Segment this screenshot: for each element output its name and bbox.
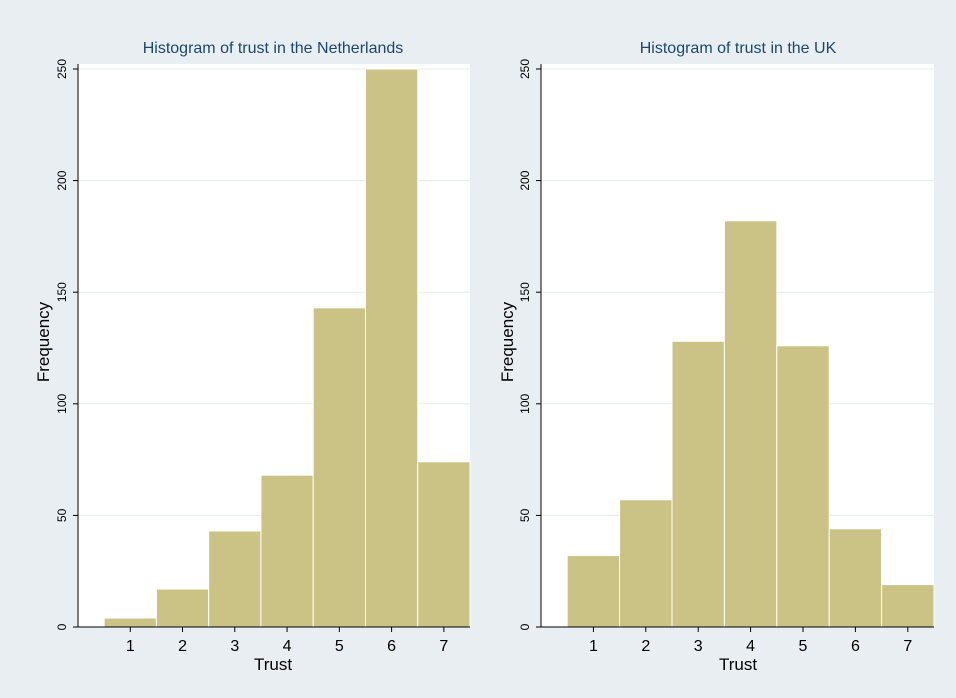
bar-5 (312, 307, 366, 628)
y-tick-label: 0 (518, 623, 532, 630)
y-tick-label: 100 (518, 393, 532, 413)
x-tick-label: 2 (641, 638, 650, 655)
bar-3 (208, 530, 262, 628)
x-axis-label: Trust (254, 655, 292, 674)
y-tick-label: 0 (55, 623, 69, 630)
histogram-netherlands: 0 50 100 150 200 250 1 2 3 4 5 6 7 Histogram of tru… (34, 40, 471, 674)
bar-7 (417, 461, 471, 628)
bar-6 (828, 528, 883, 628)
y-tick-label: 200 (55, 170, 69, 190)
y-tick-label: 200 (518, 170, 532, 190)
bar-2 (619, 499, 673, 628)
y-axis-label: Frequency (34, 301, 53, 382)
y-tick-label: 150 (55, 282, 69, 302)
bar-3 (671, 340, 725, 628)
y-tick-label: 150 (518, 282, 532, 302)
bar-4 (260, 474, 314, 628)
y-tick-label: 250 (518, 59, 532, 79)
y-tick-label: 100 (55, 393, 69, 413)
x-tick-label: 7 (903, 638, 912, 655)
bar-5 (776, 345, 830, 628)
chart-title: Histogram of trust in the Netherlands (143, 40, 404, 57)
bar-7 (881, 584, 935, 628)
x-tick-label: 1 (589, 638, 598, 655)
chart-title: Histogram of trust in the UK (640, 40, 837, 57)
x-tick-label: 3 (694, 638, 703, 655)
x-tick-label: 7 (439, 638, 448, 655)
x-ticks: 1 2 3 4 5 6 7 (126, 627, 448, 655)
bars (566, 220, 935, 628)
x-tick-label: 6 (851, 638, 860, 655)
x-tick-label: 2 (178, 638, 187, 655)
bar-1 (566, 555, 621, 628)
y-axis-label: Frequency (498, 301, 517, 382)
y-ticks: 0 50 100 150 200 250 (518, 59, 541, 630)
x-tick-label: 6 (387, 638, 396, 655)
y-ticks: 0 50 100 150 200 250 (55, 59, 78, 630)
bar-1 (103, 617, 157, 628)
x-tick-label: 3 (230, 638, 239, 655)
y-tick-label: 250 (55, 59, 69, 79)
x-axis-label: Trust (719, 655, 757, 674)
y-tick-label: 50 (55, 508, 69, 522)
bar-4 (723, 220, 778, 628)
x-tick-label: 5 (799, 638, 808, 655)
y-tick-label: 50 (518, 508, 532, 522)
x-tick-label: 4 (283, 638, 292, 655)
histogram-uk: 0 50 100 150 200 250 1 2 3 4 5 6 7 Histogram of tru… (498, 40, 935, 674)
x-tick-label: 1 (126, 638, 135, 655)
x-tick-label: 4 (746, 638, 755, 655)
bar-6 (364, 68, 419, 628)
x-tick-label: 5 (335, 638, 344, 655)
x-ticks: 1 2 3 4 5 6 7 (589, 627, 912, 655)
bar-2 (155, 588, 210, 628)
bars (103, 68, 471, 628)
